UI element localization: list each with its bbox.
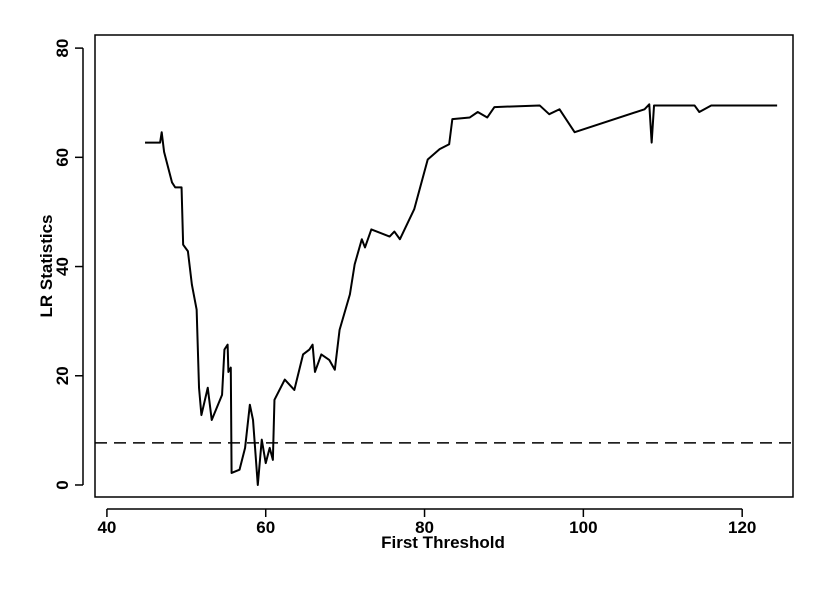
- y-tick-label: 60: [53, 148, 72, 167]
- y-axis-label: LR Statistics: [37, 215, 56, 318]
- x-tick-label: 60: [256, 518, 275, 537]
- y-tick-label: 20: [53, 366, 72, 385]
- y-tick-label: 40: [53, 257, 72, 276]
- x-tick-label: 100: [569, 518, 597, 537]
- x-tick-label: 40: [97, 518, 116, 537]
- data-line: [145, 103, 778, 486]
- x-tick-label: 120: [728, 518, 756, 537]
- x-tick-label: 80: [415, 518, 434, 537]
- y-tick-label: 0: [53, 480, 72, 489]
- plot-frame: [94, 34, 794, 498]
- y-tick-label: 80: [53, 39, 72, 58]
- x-axis-label: First Threshold: [381, 533, 505, 552]
